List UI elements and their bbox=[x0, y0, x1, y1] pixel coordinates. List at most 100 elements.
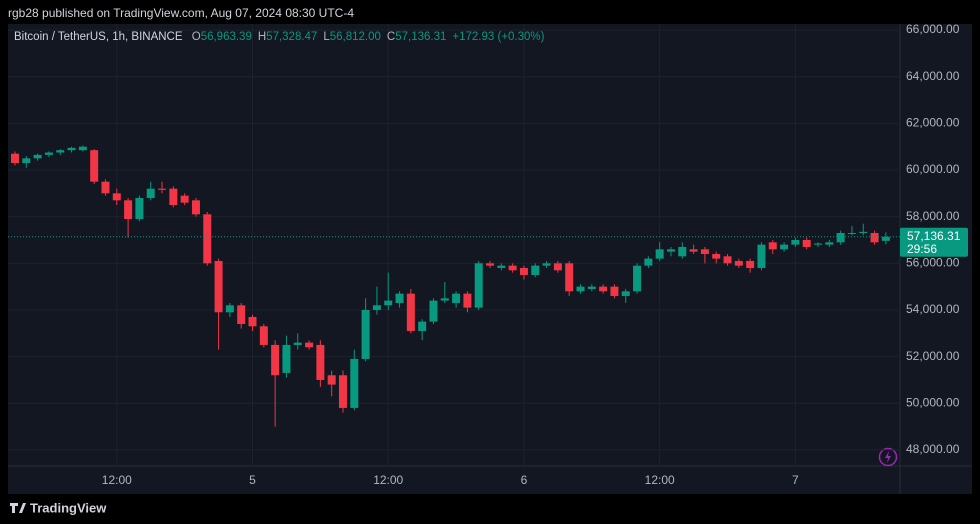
candle-body bbox=[508, 265, 517, 271]
candle-body bbox=[225, 305, 234, 313]
candle-body bbox=[237, 305, 246, 324]
candle-body bbox=[22, 158, 31, 164]
candle-body bbox=[610, 286, 619, 296]
x-tick-label: 6 bbox=[521, 473, 528, 487]
ohlc-key: L bbox=[323, 31, 330, 43]
candle-body bbox=[316, 344, 325, 380]
candle-body bbox=[463, 293, 472, 308]
candle-body bbox=[372, 305, 381, 310]
candle-body bbox=[384, 300, 393, 306]
x-tick-label: 12:00 bbox=[102, 473, 132, 487]
candle-body bbox=[746, 260, 755, 268]
countdown: 29:56 bbox=[907, 242, 937, 256]
candle-body bbox=[497, 265, 506, 268]
symbol: Bitcoin / TetherUS, 1h, BINANCE bbox=[14, 31, 183, 43]
x-tick-label: 12:00 bbox=[373, 473, 403, 487]
candle-body bbox=[44, 152, 53, 155]
candle-body bbox=[633, 265, 642, 292]
candle-body bbox=[305, 342, 314, 348]
candle-body bbox=[361, 309, 370, 359]
candle-body bbox=[836, 232, 845, 243]
legend: Bitcoin / TetherUS, 1h, BINANCE O56,963.… bbox=[14, 31, 544, 43]
candle-body bbox=[293, 342, 302, 345]
candle-body bbox=[723, 256, 732, 264]
change: +172.93 (+0.30%) bbox=[452, 31, 545, 43]
candle-body bbox=[11, 153, 19, 164]
candle-body bbox=[418, 321, 427, 331]
candle-body bbox=[689, 249, 698, 252]
candle-body bbox=[146, 188, 155, 199]
candle-body bbox=[474, 263, 483, 308]
flash-icon[interactable] bbox=[878, 447, 898, 467]
candle-body bbox=[169, 188, 178, 205]
candle-body bbox=[101, 181, 110, 194]
candle-body bbox=[870, 232, 879, 243]
last-price-label: 57,136.31 bbox=[907, 229, 961, 243]
ohlc-key: O bbox=[191, 31, 201, 43]
y-tick-label: 58,000.00 bbox=[906, 209, 960, 223]
candle-body bbox=[825, 242, 834, 245]
candle-body bbox=[78, 146, 87, 151]
candle-body bbox=[599, 286, 608, 292]
candle-body bbox=[519, 267, 528, 275]
candle-body bbox=[327, 375, 336, 385]
candle-body bbox=[734, 260, 743, 266]
candle-body bbox=[576, 286, 585, 292]
last-price-box bbox=[900, 227, 968, 257]
y-tick-label: 52,000.00 bbox=[906, 349, 960, 363]
ohlc-key: H bbox=[257, 31, 267, 43]
candle-body bbox=[350, 358, 359, 408]
candle-body bbox=[282, 344, 291, 373]
candle-body bbox=[712, 253, 721, 259]
chart-pane bbox=[8, 24, 972, 494]
candle-body bbox=[666, 249, 675, 252]
x-tick-label: 7 bbox=[792, 473, 799, 487]
candle-body bbox=[90, 150, 99, 182]
y-tick-label: 54,000.00 bbox=[906, 302, 960, 316]
candle-body bbox=[248, 316, 257, 327]
candle-body bbox=[531, 265, 540, 275]
candle-body bbox=[757, 244, 766, 268]
ohlc-value: 57,328.47 bbox=[266, 31, 318, 43]
candle-body bbox=[112, 193, 121, 201]
candle-body bbox=[802, 239, 811, 247]
y-tick-label: 62,000.00 bbox=[906, 116, 960, 130]
candle-body bbox=[452, 293, 461, 303]
y-tick-label: 48,000.00 bbox=[906, 442, 960, 456]
candle-body bbox=[180, 195, 189, 203]
ohlc-value: 56,812.00 bbox=[329, 31, 381, 43]
y-tick-label: 64,000.00 bbox=[906, 69, 960, 83]
candle-body bbox=[678, 246, 687, 257]
candle-body bbox=[406, 293, 415, 331]
candle-body bbox=[486, 263, 495, 266]
candle-body bbox=[440, 298, 449, 301]
candle-body bbox=[542, 263, 551, 266]
candle-body bbox=[271, 344, 280, 376]
candle-body bbox=[881, 236, 890, 241]
candle-body bbox=[621, 291, 630, 296]
brand-logo bbox=[10, 503, 26, 513]
candle-body bbox=[553, 263, 562, 271]
y-tick-label: 60,000.00 bbox=[906, 162, 960, 176]
candle-body bbox=[191, 200, 200, 215]
candle-body bbox=[644, 258, 653, 266]
candle-body bbox=[259, 326, 268, 345]
grid bbox=[8, 24, 900, 466]
candle-body bbox=[395, 293, 404, 303]
candle-body bbox=[847, 232, 856, 234]
y-tick-label: 56,000.00 bbox=[906, 255, 960, 269]
candle-body bbox=[338, 375, 347, 408]
candle-body bbox=[780, 244, 789, 250]
x-tick-label: 12:00 bbox=[645, 473, 675, 487]
ohlc-value: 57,136.31 bbox=[395, 31, 447, 43]
candle-body bbox=[859, 231, 868, 233]
candle-body bbox=[700, 249, 709, 254]
candle-body bbox=[655, 249, 664, 259]
candle-body bbox=[56, 150, 65, 153]
candle-body bbox=[791, 239, 800, 245]
publisher-line: rgb28 published on TradingView.com, Aug … bbox=[8, 6, 355, 20]
ohlc-value: 56,963.39 bbox=[200, 31, 252, 43]
brand: TradingView bbox=[30, 500, 107, 515]
